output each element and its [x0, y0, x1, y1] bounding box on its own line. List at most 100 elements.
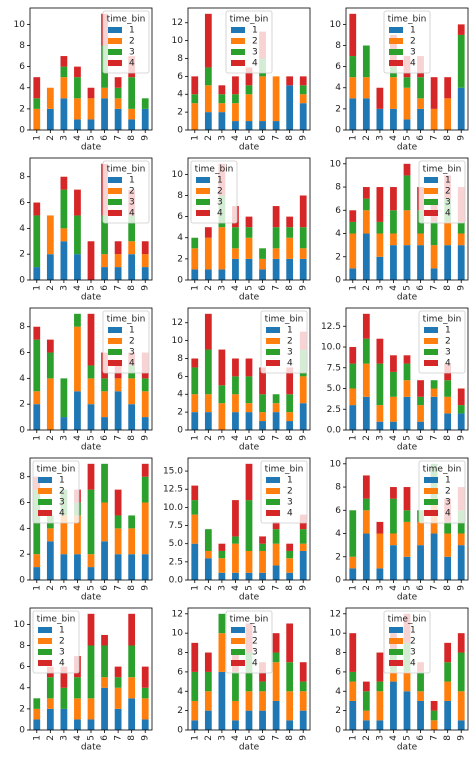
bar-segment [218, 613, 226, 634]
bar-segment [349, 556, 357, 569]
legend-frame [383, 610, 431, 674]
y-tick-label: 6 [19, 662, 25, 672]
y-tick-label: 8 [19, 172, 25, 182]
legend-label: 2 [410, 37, 416, 47]
bar-segment [87, 645, 95, 699]
bar-segment [362, 681, 370, 692]
bar-segment [33, 391, 41, 405]
bar-segment [286, 572, 294, 580]
bar-segment [259, 543, 266, 551]
y-tick-label: 6 [335, 206, 341, 216]
bar-segment [232, 572, 239, 580]
bar-segment [457, 34, 465, 88]
y-tick-label: 2 [177, 408, 183, 418]
legend-frame [225, 10, 273, 74]
x-tick-label: 3 [59, 735, 69, 741]
bar-segment [232, 258, 239, 280]
bar-segment [191, 720, 199, 730]
y-tick-label: 4 [177, 233, 183, 243]
legend-swatch [266, 477, 280, 483]
bar-segment [128, 528, 136, 555]
y-tick-label: 0 [177, 126, 183, 136]
bar-segment [114, 98, 122, 109]
x-tick-label: 4 [231, 735, 241, 741]
bar-segment [403, 245, 411, 280]
x-tick-label: 8 [443, 135, 453, 141]
bar-segment [376, 681, 384, 692]
x-tick-label: 6 [258, 585, 268, 591]
bar-segment [245, 500, 253, 551]
x-tick-label: 3 [375, 735, 385, 741]
x-tick-label: 3 [217, 735, 227, 741]
bar-segment [390, 233, 397, 246]
y-tick-label: 0 [19, 576, 25, 586]
x-tick-label: 5 [403, 735, 413, 741]
bar-segment [232, 121, 239, 130]
y-tick-label: 4 [335, 687, 341, 697]
axes-frame [345, 157, 469, 281]
bar-segment [232, 358, 239, 377]
x-tick-label: 3 [217, 585, 227, 591]
bar-segment [349, 98, 357, 130]
bar-segment [272, 258, 280, 280]
bar-segment [101, 267, 108, 280]
bar-segment [376, 691, 384, 721]
x-tick-label: 9 [299, 285, 309, 291]
x-tick-label: 2 [362, 585, 372, 591]
bar-segment [245, 463, 253, 501]
bar-segment [299, 94, 307, 104]
x-axis-label: date [81, 143, 102, 153]
bar-segment [191, 500, 199, 515]
bar-segment [444, 662, 452, 682]
bar-segment [259, 550, 266, 573]
bar-segment [245, 258, 253, 280]
legend-label: 3 [59, 498, 65, 508]
bar-segment [60, 378, 68, 418]
bar-segment [272, 76, 280, 122]
bar-segment [376, 338, 384, 364]
bar-segment [204, 558, 212, 580]
y-tick-label: 8 [19, 322, 25, 332]
x-tick-label: 9 [299, 135, 309, 141]
bar-segment [362, 210, 370, 234]
x-axis-label: date [397, 443, 418, 453]
legend-swatch [389, 49, 403, 55]
bar-segment [232, 227, 239, 249]
bar-segment [457, 245, 465, 280]
x-tick-label: 9 [299, 585, 309, 591]
x-tick-label: 3 [59, 135, 69, 141]
bar-segment [286, 720, 294, 730]
bar-segment [245, 691, 253, 711]
bar-segment [114, 378, 122, 392]
bar-segment [191, 237, 199, 249]
bar-segment [141, 241, 149, 255]
axes-frame [187, 157, 311, 281]
bar-segment [299, 681, 307, 692]
y-tick-label: 8 [177, 648, 183, 658]
x-tick-label: 1 [348, 435, 358, 441]
legend-swatch [38, 638, 52, 644]
bar-segment [444, 700, 452, 730]
x-tick-label: 4 [389, 435, 399, 441]
bar-segment [299, 710, 307, 730]
legend-label: 4 [287, 359, 293, 369]
x-tick-label: 2 [204, 135, 214, 141]
legend-title: time_bin [37, 615, 76, 625]
bar-segment [272, 412, 280, 430]
bar-segment [245, 550, 253, 573]
bar-segment [376, 521, 384, 534]
bar-segment [46, 528, 54, 542]
bar-segment [362, 363, 370, 397]
legend-label: 3 [129, 348, 135, 358]
x-tick-label: 3 [375, 285, 385, 291]
bar-segment [74, 554, 81, 580]
bar-segment [128, 645, 136, 678]
x-tick-label: 6 [100, 285, 110, 291]
y-tick-label: 12 [172, 18, 183, 28]
x-tick-label: 1 [32, 435, 42, 441]
legend-title: time_bin [107, 15, 146, 25]
bar-segment [114, 708, 122, 730]
